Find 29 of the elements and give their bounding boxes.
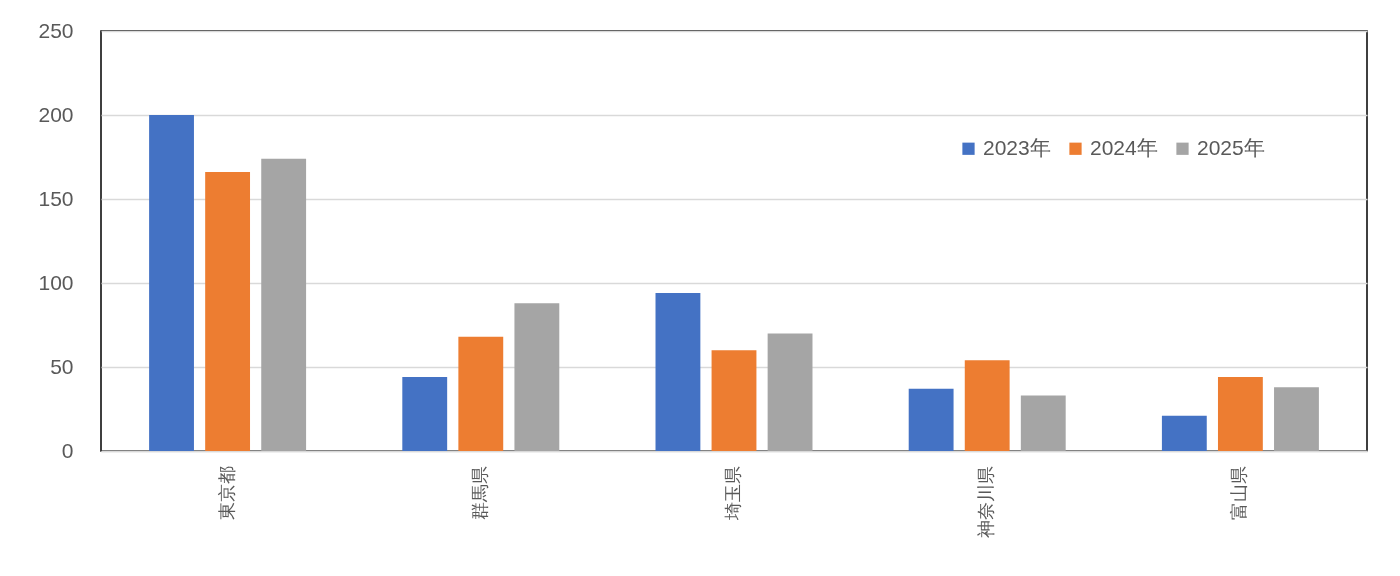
bar (514, 303, 560, 451)
x-tick-label: 東京都 (216, 465, 237, 520)
bar (1274, 387, 1319, 451)
x-tick-label: 群馬県 (469, 465, 490, 520)
bar (261, 158, 307, 451)
bar (1161, 415, 1207, 451)
x-tick-label: 富山県 (1229, 465, 1250, 520)
legend-label: 2023年 (983, 135, 1051, 159)
bar (767, 333, 813, 451)
bar (964, 360, 1010, 451)
bar (1020, 395, 1066, 451)
y-tick-label: 100 (38, 270, 74, 294)
x-tick-label: 埼玉県 (723, 465, 743, 521)
bar (908, 388, 954, 451)
bar (711, 350, 757, 451)
bar (149, 115, 194, 451)
bar (458, 336, 504, 451)
y-tick-label: 150 (38, 186, 74, 210)
y-tick-label: 50 (50, 354, 74, 378)
bar (205, 172, 251, 451)
y-tick-label: 200 (38, 102, 74, 126)
bar (1217, 377, 1263, 451)
legend-label: 2025年 (1197, 135, 1265, 159)
bar (655, 293, 701, 451)
y-tick-label: 250 (38, 18, 74, 42)
legend-label: 2024年 (1090, 135, 1158, 159)
y-tick-label: 0 (61, 438, 74, 462)
bar (402, 377, 448, 451)
x-tick-label: 神奈川県 (976, 465, 997, 538)
